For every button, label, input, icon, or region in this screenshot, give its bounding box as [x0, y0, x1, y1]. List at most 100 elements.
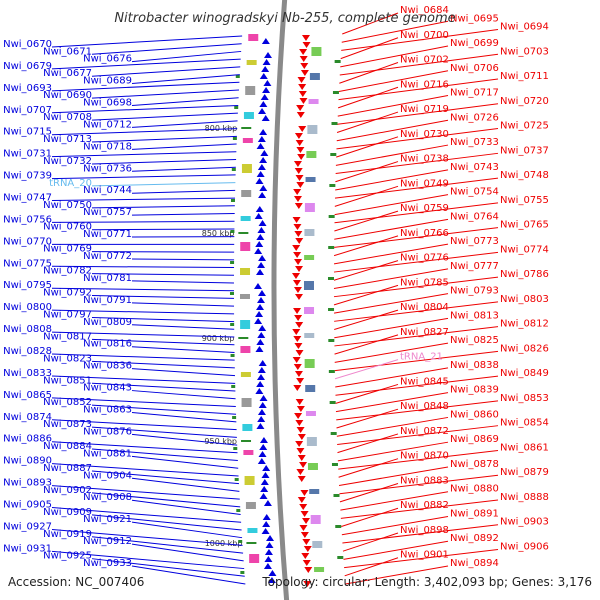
gene-label-left: Nwi_0925	[43, 551, 92, 562]
scale-tick-label: 850 kbp	[202, 229, 235, 238]
label-connector	[91, 182, 236, 187]
gene-arrow-minus	[256, 339, 265, 345]
gene-arrow-plus	[293, 189, 302, 195]
gene-label-left: Nwi_0909	[43, 507, 92, 518]
gene-arrow-plus	[293, 385, 302, 391]
feature-block	[309, 73, 320, 80]
label-connector	[131, 143, 237, 150]
gene-arrow-minus	[259, 437, 268, 443]
label-connector	[336, 400, 499, 421]
gene-label-right: Nwi_0700	[400, 30, 449, 41]
label-connector	[335, 383, 399, 404]
gene-arrow-minus	[261, 528, 270, 534]
gene-label-left: Nwi_0698	[83, 97, 132, 108]
label-connector	[334, 309, 399, 331]
label-connector	[51, 58, 241, 70]
gene-arrow-plus	[292, 329, 301, 335]
gene-arrow-plus	[296, 448, 305, 454]
label-connector	[339, 53, 499, 76]
gene-label-right: Nwi_0891	[450, 508, 499, 519]
gene-arrow-minus	[257, 332, 266, 338]
gene-arrow-plus	[292, 280, 301, 286]
gene-arrow-plus	[297, 476, 306, 482]
gene-arrow-plus	[299, 56, 308, 62]
gene-label-left: Nwi_0921	[83, 514, 132, 525]
gene-arrow-minus	[260, 479, 269, 485]
label-connector	[336, 416, 449, 437]
label-connector	[340, 499, 499, 519]
label-connector	[341, 29, 499, 51]
feature-block	[312, 541, 323, 548]
gene-arrow-plus	[293, 287, 302, 293]
label-connector	[336, 111, 399, 133]
gene-arrow-plus	[296, 112, 305, 118]
label-connector	[335, 152, 499, 175]
gene-label-left: Nwi_0851	[43, 375, 92, 386]
label-connector	[334, 334, 399, 355]
gene-label-right: Nwi_0785	[400, 277, 449, 288]
gene-arrow-minus	[257, 416, 266, 422]
gene-arrow-minus	[263, 80, 272, 86]
gene-arrow-minus	[265, 542, 274, 548]
feature-block	[242, 138, 253, 143]
gene-label-right: Nwi_0743	[450, 162, 499, 173]
gene-arrow-minus	[263, 52, 272, 58]
gene-label-left: Nwi_0736	[83, 163, 132, 174]
label-connector	[131, 390, 236, 400]
gene-label-left: Nwi_0782	[43, 266, 92, 277]
gene-arrow-plus	[293, 161, 302, 167]
gene-label-left: Nwi_0772	[83, 251, 132, 262]
label-connector	[51, 485, 240, 500]
feature-marker	[230, 230, 235, 233]
accession-text: Accession: NC_007406	[8, 575, 144, 589]
gene-label-left: Nwi_0833	[3, 368, 52, 379]
gene-label-right: Nwi_0860	[450, 409, 499, 420]
gene-arrow-plus	[292, 217, 301, 223]
gene-label-left: Nwi_0732	[43, 156, 92, 167]
gene-arrow-minus	[258, 255, 267, 261]
gene-label-left: Nwi_0693	[3, 83, 52, 94]
gene-arrow-minus	[255, 346, 264, 352]
label-connector	[51, 441, 238, 454]
gene-label-right: Nwi_0812	[500, 319, 549, 330]
gene-label-right: Nwi_0854	[500, 418, 549, 429]
label-connector	[344, 557, 399, 577]
scale-tick-label: 800 kbp	[205, 124, 238, 133]
label-connector	[131, 411, 237, 423]
gene-arrow-minus	[259, 185, 268, 191]
gene-arrow-plus	[293, 364, 302, 370]
label-connector	[91, 273, 235, 276]
gene-arrow-minus	[260, 94, 269, 100]
gene-label-right: Nwi_0878	[450, 459, 499, 470]
gene-label-left: Nwi_0795	[3, 280, 52, 291]
feature-marker	[327, 277, 334, 280]
gene-label-right: Nwi_0883	[400, 475, 449, 486]
feature-block	[240, 268, 251, 275]
gene-label-left: Nwi_0904	[83, 470, 132, 481]
label-connector	[51, 151, 237, 158]
gene-arrow-plus	[297, 455, 306, 461]
feature-block	[241, 190, 252, 197]
gene-label-left: Nwi_0744	[83, 185, 132, 196]
gene-arrow-minus	[257, 367, 266, 373]
label-connector	[333, 260, 399, 281]
label-connector	[91, 404, 237, 415]
feature-marker	[240, 571, 245, 574]
gene-label-right: Nwi_0892	[450, 533, 499, 544]
gene-label-right: Nwi_0726	[450, 112, 499, 123]
gene-arrow-plus	[303, 581, 312, 587]
gene-arrow-minus	[256, 143, 265, 149]
label-connector	[91, 492, 241, 508]
gene-label-left: Nwi_0715	[3, 127, 52, 138]
gene-arrow-plus	[299, 49, 308, 55]
feature-block	[241, 164, 252, 173]
label-connector	[91, 205, 235, 209]
gene-label-right: Nwi_0861	[500, 442, 549, 453]
gene-arrow-minus	[266, 535, 275, 541]
label-connector	[91, 448, 238, 462]
feature-block	[240, 242, 251, 251]
label-connector	[333, 235, 399, 257]
gene-arrow-plus	[300, 511, 309, 517]
gene-label-left: Nwi_0933	[83, 558, 132, 569]
gene-label-right: Nwi_0853	[500, 393, 549, 404]
